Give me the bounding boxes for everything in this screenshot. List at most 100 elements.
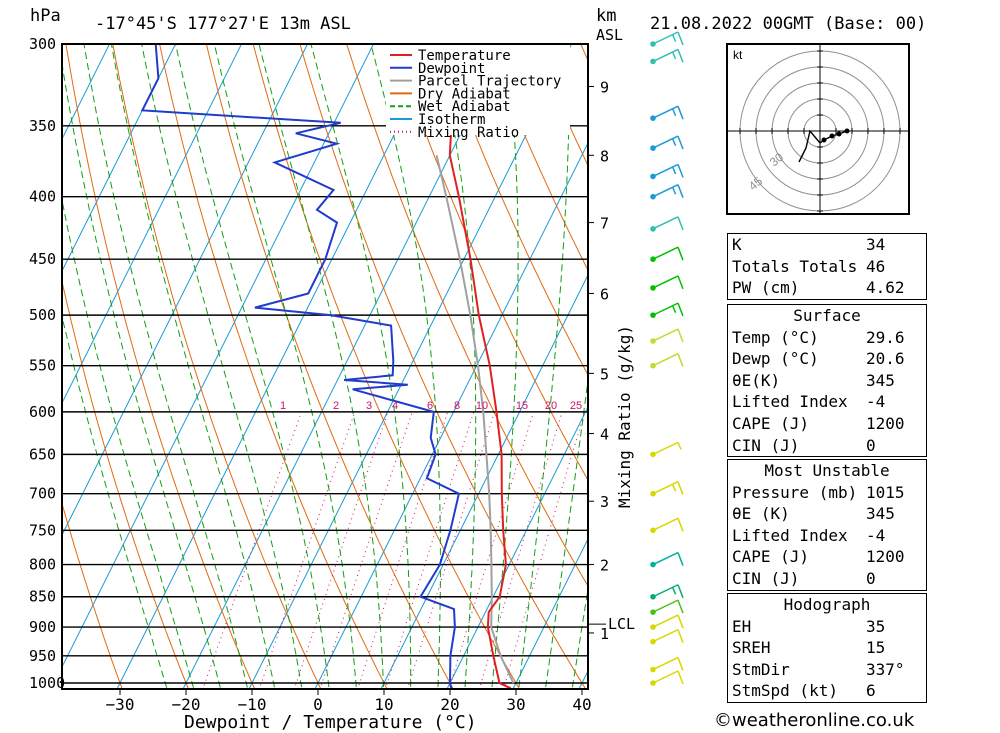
wind-barb-shaft [652, 184, 679, 198]
row-value: 345 [866, 504, 895, 524]
wind-barb-feather [677, 302, 684, 317]
wind-barb-feather [671, 51, 677, 60]
km-tick-label: 8 [600, 147, 609, 165]
mixing-ratio-line [407, 411, 496, 689]
wind-barb-dot [650, 561, 656, 568]
wind-barb-shaft [652, 551, 679, 566]
mixing-ratio-line [448, 411, 535, 689]
table-row: CIN (J) 0 [728, 568, 926, 590]
dry-adiabat-line [65, 44, 256, 689]
plot-frame [61, 43, 589, 690]
pressure-tick-label: 650 [29, 445, 56, 463]
hodograph-point [821, 137, 827, 143]
dry-adiabat-line [62, 279, 189, 689]
row-value: 1200 [866, 547, 905, 567]
pressure-tick-label: 500 [29, 306, 56, 324]
wind-barb-feather [677, 599, 684, 614]
wind-barb-shaft [652, 481, 679, 495]
wind-barb-feather [671, 166, 677, 175]
hodograph-table: Hodograph EH 35 SREH 15 StmDir 337° StmSpd (kt)… [727, 593, 927, 703]
temperature-line [425, 44, 512, 689]
indices-table: K 34 Totals Totals 46 PW (cm) 4.62 [727, 233, 927, 300]
table-row: Temp (°C) 29.6 [728, 327, 926, 349]
wind-barb [650, 517, 684, 534]
wind-barb-shaft [652, 163, 679, 178]
mixing-ratio-label: 6 [427, 400, 433, 412]
wind-barb [650, 481, 684, 497]
isotherm-line [446, 405, 588, 689]
wet-adiabat-line [518, 44, 570, 689]
wind-barb-shaft [652, 670, 679, 684]
hodograph-point [829, 133, 835, 139]
mixing-ratio-line [319, 411, 413, 689]
wind-barb-dot [650, 256, 656, 262]
hodograph-point [836, 131, 842, 137]
wind-barb-dot [650, 226, 656, 232]
wind-barb [650, 48, 684, 65]
row-label: PW (cm) [732, 278, 800, 298]
mixing-ratio-line [293, 411, 389, 689]
wind-barb [650, 216, 684, 232]
isotherm-line [512, 537, 588, 689]
legend-box [386, 45, 570, 135]
isotherm-line [116, 44, 441, 689]
dry-adiabat-line [112, 44, 322, 689]
isotherm-line [62, 44, 309, 537]
wet-adiabat-line [213, 44, 357, 689]
wind-barb-shaft [652, 31, 679, 45]
row-value: 34 [866, 235, 886, 254]
row-label: Temp (°C) [732, 327, 819, 347]
wind-barb-feather [677, 353, 684, 367]
wind-barb-shaft [652, 48, 679, 63]
datetime-title: 21.08.2022 00GMT (Base: 00) [650, 14, 927, 34]
row-label: Lifted Index [732, 392, 848, 412]
wind-barb [650, 441, 682, 458]
pressure-tick-label: 400 [29, 188, 56, 206]
wind-barb [650, 670, 684, 686]
km-tick-label: 2 [600, 557, 609, 575]
km-unit-label: km [596, 6, 617, 26]
wind-barb-feather [677, 657, 684, 671]
wind-barb-dot [650, 680, 656, 686]
mixing-ratio-label: 25 [570, 400, 582, 412]
lcl-label: LCL [608, 615, 635, 633]
wind-barb [650, 163, 684, 180]
row-label: StmDir [732, 659, 790, 679]
temperature-tick-label: 30 [506, 695, 525, 714]
pressure-tick-label: 450 [29, 250, 56, 268]
legend-label: Parcel Trajectory [418, 74, 561, 90]
wind-barb-feather [671, 34, 677, 42]
parcel-trajectory-line [435, 155, 515, 684]
dry-adiabat-line [62, 501, 123, 689]
mixing-ratio-axis-label: Mixing Ratio (g/kg) [615, 325, 634, 508]
row-label: Totals Totals [732, 256, 858, 276]
isotherm-line [248, 44, 573, 689]
row-value: 1015 [866, 482, 905, 502]
temperature-tick-label: 0 [313, 695, 323, 714]
row-label: Pressure (mb) [732, 482, 858, 502]
wind-barb [650, 135, 684, 151]
mixing-ratio-label: 4 [392, 400, 398, 412]
wind-barb-dot [650, 58, 656, 65]
wet-adiabat-line [571, 585, 588, 689]
axis-labels: 3003504004505005506006507007508008509009… [29, 35, 635, 733]
wind-barb-dot [650, 193, 656, 200]
row-value: 0 [866, 568, 876, 588]
row-value: 345 [866, 370, 895, 390]
table-title: Surface [793, 306, 861, 325]
wind-barb-feather [671, 186, 677, 195]
table-row: Lifted Index -4 [728, 391, 926, 413]
wind-barb-dot [650, 145, 656, 151]
asl-unit-label: ASL [596, 26, 624, 44]
row-value: 6 [866, 681, 876, 701]
mixing-ratio-line [258, 411, 356, 689]
wet-adiabat-line [62, 60, 222, 689]
wind-barb-feather [671, 587, 677, 595]
wind-barb-feather [677, 328, 684, 343]
wind-barb-feather [677, 31, 684, 46]
wet-adiabat-line [83, 44, 249, 689]
dry-adiabat-line [205, 44, 454, 689]
wind-barb-feather [677, 442, 682, 450]
